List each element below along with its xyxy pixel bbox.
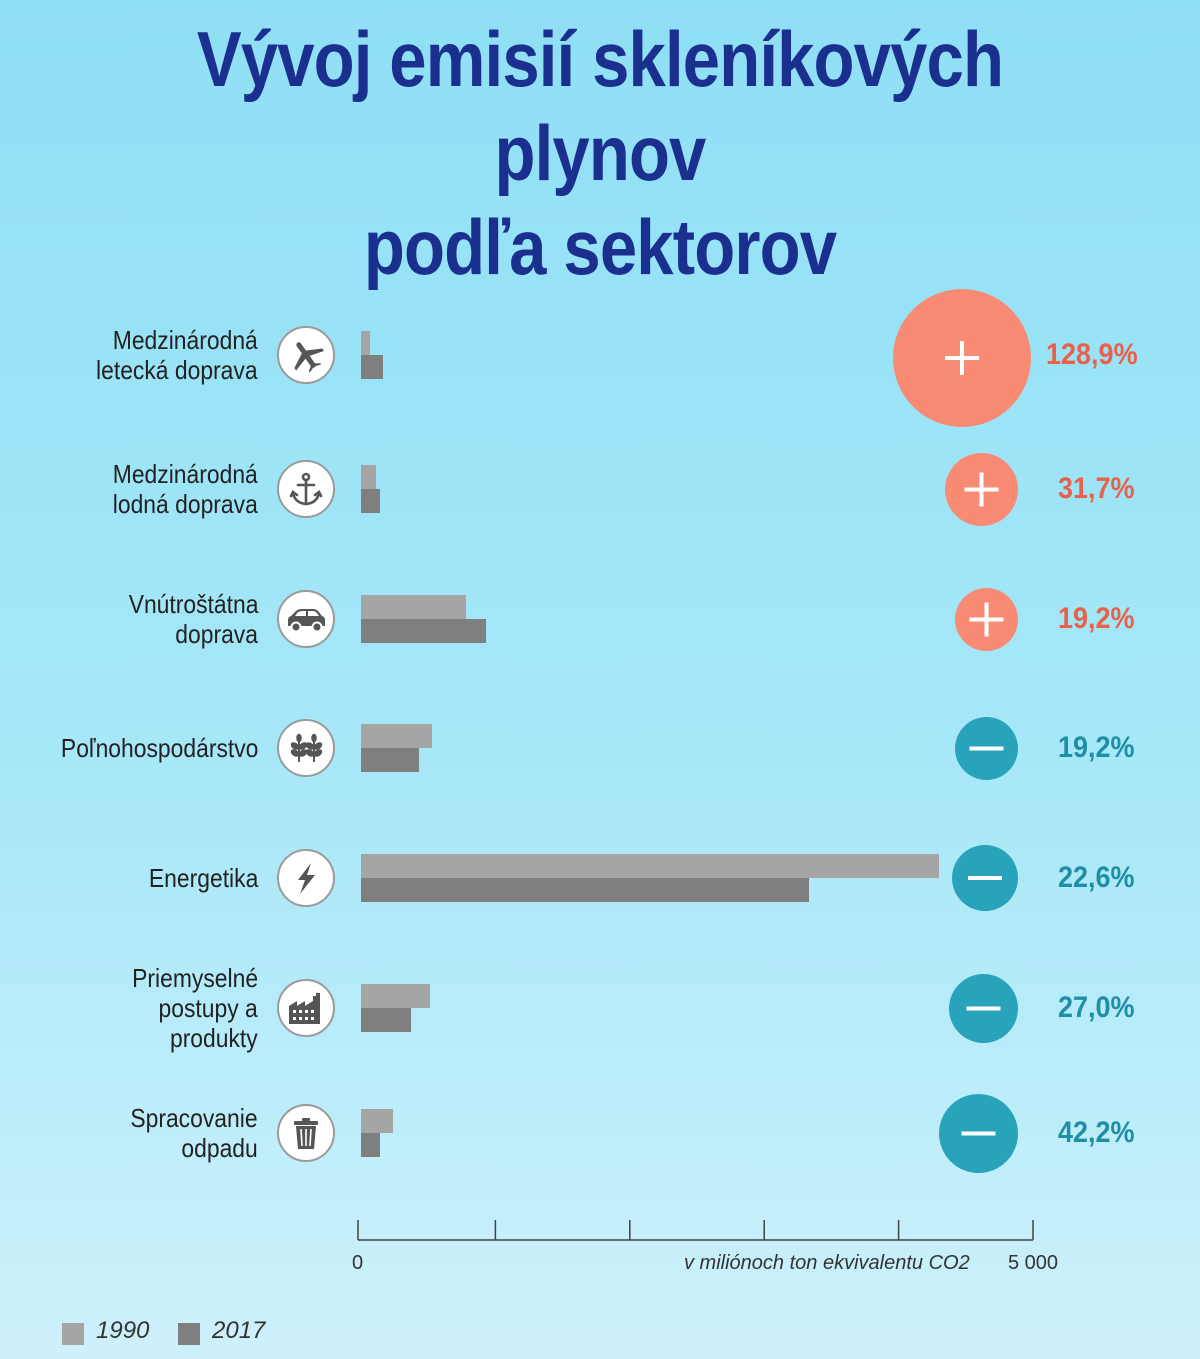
category-label: Priemyselné postupy a produkty [0,963,258,1053]
bar-1990 [361,1109,394,1133]
category-label: Medzinárodná letecká doprava [0,325,258,385]
decrease-indicator [949,973,1018,1043]
category-label-line: Medzinárodná [112,459,258,489]
legend-swatch-2017 [178,1323,200,1345]
minus-icon [968,876,1002,880]
category-label-line: doprava [175,619,258,649]
decrease-indicator [952,845,1018,911]
category-label-line: letecká doprava [96,355,258,385]
title-line-2: podľa sektorov [363,203,837,291]
increase-indicator [955,587,1018,651]
bar-2017 [361,619,486,643]
legend-label-1990: 1990 [96,1317,150,1344]
category-label-line: odpadu [181,1133,258,1163]
change-percent-label: 22,6% [1058,861,1135,894]
category-label-line: Poľnohospodárstvo [60,733,258,763]
bar-2017 [361,1008,411,1032]
factory-icon [277,979,335,1037]
bar-2017 [361,355,383,379]
category-label-line: Energetika [148,863,258,893]
lightning-icon [277,849,335,907]
category-label-line: lodná doprava [112,489,258,519]
category-label: Medzinárodná lodná doprava [0,459,258,519]
category-label-line: Vnútroštátna [128,589,258,619]
change-percent-label: 19,2% [1058,731,1135,764]
change-percent-label: 19,2% [1058,602,1135,635]
bar-1990 [361,724,433,748]
anchor-icon [277,460,335,518]
plant-icon [277,719,335,777]
bar-1990 [361,984,430,1008]
bar-2017 [361,489,381,513]
plus-icon [969,602,1004,636]
category-label: Spracovanie odpadu [0,1103,258,1163]
increase-indicator [893,289,1031,427]
category-label-line: Priemyselné [132,963,258,993]
category-label-line: Medzinárodná [112,325,258,355]
category-label: Poľnohospodárstvo [0,733,258,763]
bar-2017 [361,748,419,772]
trash-can-icon [277,1104,335,1162]
increase-indicator [945,452,1018,526]
category-label-line: produkty [170,1023,258,1053]
airplane-icon [277,326,335,384]
bar-2017 [361,878,809,902]
axis-min-label: 0 [352,1252,364,1274]
change-percent-label: 27,0% [1058,991,1135,1024]
plus-icon [945,341,979,375]
car-icon [277,590,335,648]
bar-2017 [361,1133,380,1157]
change-percent-label: 42,2% [1058,1116,1135,1149]
legend-swatch-1990 [62,1323,84,1345]
change-percent-label: 31,7% [1058,472,1135,505]
change-percent-label: 128,9% [1046,338,1138,371]
decrease-indicator [939,1093,1018,1173]
bar-1990 [361,465,376,489]
decrease-indicator [955,716,1018,780]
category-label-line: postupy a [158,993,258,1023]
bar-1990 [361,854,939,878]
plus-icon [964,472,999,506]
category-label-line: Spracovanie [130,1103,258,1133]
category-label: Vnútroštátna doprava [0,589,258,649]
axis-max-label: 5 000 [1008,1252,1059,1274]
legend-label-2017: 2017 [212,1317,266,1344]
title-line-1: Vývoj emisií skleníkových plynov [196,15,1004,197]
minus-icon [969,746,1004,750]
minus-icon [966,1006,1001,1010]
chart-title: Vývoj emisií skleníkových plynov podľa s… [84,12,1116,294]
bar-1990 [361,595,466,619]
minus-icon [961,1131,996,1135]
category-label: Energetika [0,863,258,893]
axis-unit-label: v miliónoch ton ekvivalentu CO2 [684,1252,970,1274]
bar-1990 [361,331,371,355]
